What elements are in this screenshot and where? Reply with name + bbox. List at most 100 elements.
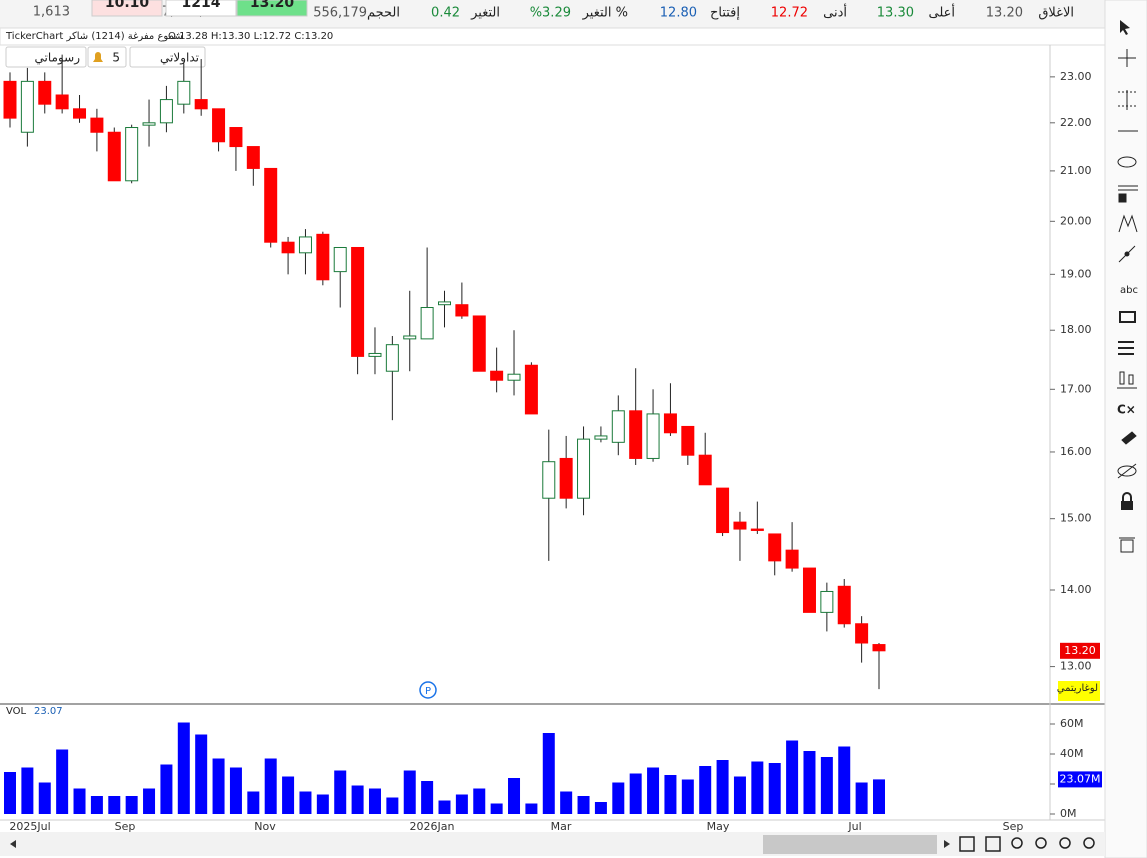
x-tick-label: Sep (1003, 820, 1024, 833)
y-tick-label: 14.00 (1060, 583, 1092, 596)
candle-body (403, 335, 417, 340)
zoom-icons[interactable] (959, 836, 1095, 852)
candle-body (542, 461, 556, 499)
candle-body (663, 413, 677, 434)
tool-icons[interactable] (1117, 20, 1138, 553)
y-tick-label: 17.00 (1060, 382, 1092, 395)
volume-bar (542, 733, 555, 814)
x-tick-label: Mar (551, 820, 572, 833)
toolbar-button-label[interactable]: 5 (112, 51, 120, 65)
volume-bar (90, 796, 103, 814)
abc-tool[interactable]: abc (1120, 285, 1138, 296)
toolbar-button[interactable] (5, 46, 87, 68)
panel-title: VOL (6, 706, 27, 717)
volume-bar (38, 782, 51, 814)
scale-label[interactable]: لوغاريتمي (1057, 683, 1098, 694)
volume-bar (525, 803, 538, 814)
scrollbar-track[interactable] (0, 832, 1105, 856)
y-tick-label: 19.00 (1060, 267, 1092, 280)
candle-body (264, 167, 278, 243)
candle-body (768, 533, 782, 562)
y-tick-label: 20.00 (1060, 214, 1092, 227)
header-value: %3.29 (530, 6, 571, 21)
header-label: الاغلاق (1038, 6, 1074, 21)
volume-bar (751, 761, 764, 814)
clear-tool[interactable]: C× (1117, 403, 1136, 417)
scale-badge[interactable] (1058, 681, 1100, 701)
panel-title-value: 23.07 (34, 706, 63, 717)
volume-bar (508, 778, 521, 814)
y-tick-label: 0M (1060, 807, 1077, 820)
volume-bar (612, 782, 625, 814)
y-tick-label: 60M (1060, 717, 1084, 730)
volume-bar (195, 734, 208, 814)
volume-bar (490, 803, 503, 814)
candle-body (524, 364, 538, 415)
candle-body (20, 80, 34, 133)
volume-bar (768, 763, 781, 814)
candle-body (142, 122, 156, 126)
header-box (236, 0, 308, 17)
header-value: 13.20 (986, 6, 1023, 21)
volume-bar (647, 767, 660, 814)
volume-bar (264, 758, 277, 814)
last-price-label: 13.20 (1064, 644, 1096, 657)
candle-body (298, 236, 312, 254)
volume-bar (786, 740, 799, 814)
header-label: التغير % (582, 6, 628, 21)
candle-body (73, 108, 87, 119)
volume-bar (403, 770, 416, 814)
volume-bar (177, 722, 190, 814)
volume-bar (108, 796, 121, 814)
candle-body (420, 307, 434, 340)
volume-bar (351, 785, 364, 814)
header-label: إفتتاح (710, 6, 740, 21)
candle-body (594, 435, 608, 440)
header-label: التغير (470, 6, 500, 21)
candle-body (177, 80, 191, 105)
candle-body (316, 233, 330, 281)
volume-bar (473, 788, 486, 814)
candle-body (646, 413, 660, 459)
header-box (165, 0, 237, 17)
scrollbar-thumb[interactable] (763, 835, 937, 854)
candle-body (438, 301, 451, 306)
candle-body (368, 352, 382, 357)
bell-icon (93, 52, 103, 62)
candle-body (820, 590, 834, 613)
candle-body (107, 131, 121, 182)
event-marker[interactable] (419, 681, 437, 699)
volume-bar (664, 775, 677, 814)
chart-title: TickerChart شموع مفرغة (1214) شاكر (5, 31, 183, 42)
y-tick-label: 22.00 (1060, 116, 1092, 129)
candle-body (212, 108, 226, 143)
last-price-badge (1060, 642, 1100, 659)
candle-body (90, 117, 104, 133)
volume-bar (838, 746, 851, 814)
candle-body (785, 549, 799, 569)
header-box-value: 10.10 (105, 0, 150, 11)
x-tick-label: May (707, 820, 730, 833)
candle-body (281, 241, 295, 254)
candle-body (246, 146, 260, 169)
candle-body (125, 127, 139, 182)
header-partial: 1,613 (33, 5, 70, 20)
toolbar-button-label[interactable]: رسوماتي (35, 51, 81, 66)
volume-bar (820, 757, 833, 814)
y-tick-label: 40M (1060, 747, 1084, 760)
toolbar-button[interactable] (87, 46, 127, 68)
toolbar-button[interactable] (129, 46, 206, 68)
event-marker-label: P (425, 686, 431, 697)
x-tick-label: Jul (847, 820, 861, 833)
volume-bar (368, 788, 381, 814)
x-tick-label: 2026Jan (410, 820, 455, 833)
y-tick-label: 21.00 (1060, 164, 1092, 177)
candle-body (507, 373, 521, 381)
toolbar-button-label[interactable]: تداولاتي (160, 51, 199, 66)
volume-bar (455, 794, 468, 814)
last-volume-badge (1058, 771, 1102, 788)
candle-body (802, 567, 816, 613)
header-label: أعلى (928, 4, 955, 21)
x-tick-label: Nov (254, 820, 276, 833)
